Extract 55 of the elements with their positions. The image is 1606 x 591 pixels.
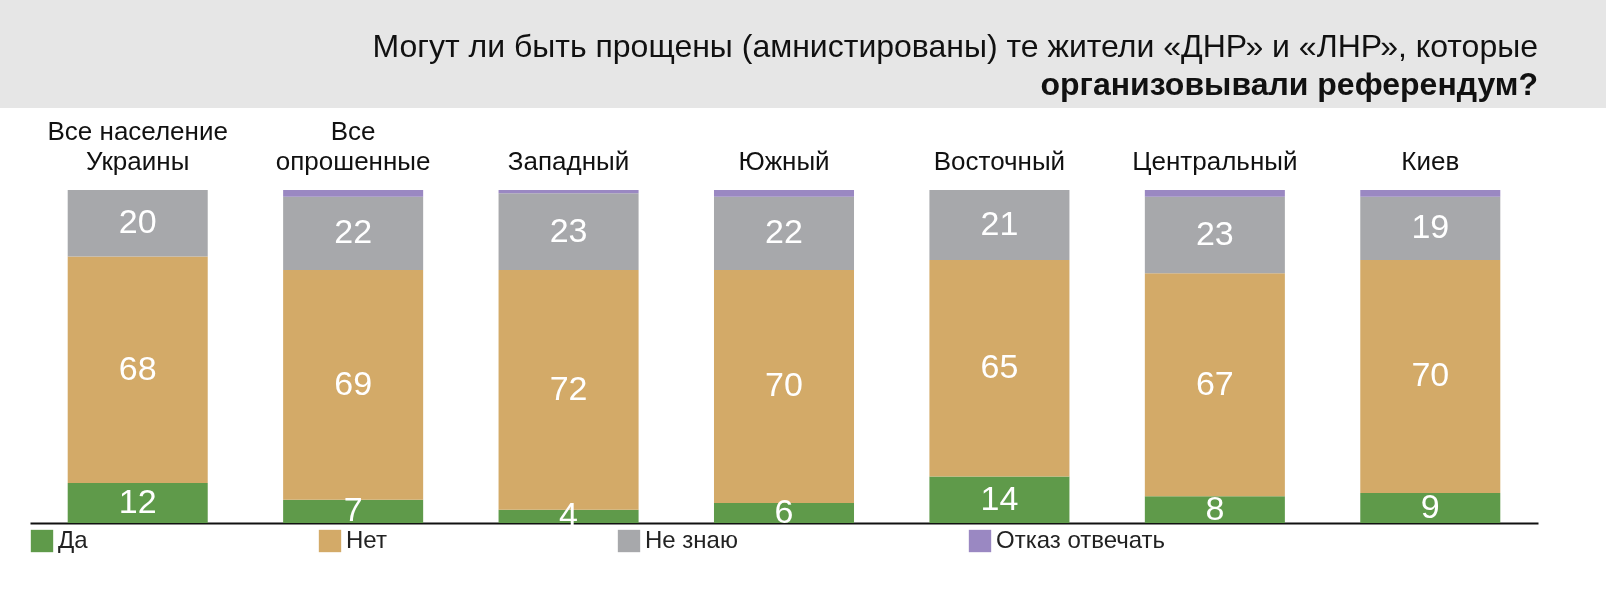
data-label: 69 xyxy=(334,363,373,402)
data-label: 7 xyxy=(343,490,363,529)
data-label: 22 xyxy=(765,212,803,251)
bar xyxy=(283,499,424,523)
data-label: 68 xyxy=(118,348,157,387)
x-tick-label: Западный xyxy=(507,145,630,176)
bar xyxy=(283,190,424,197)
x-tick-label: Восточный xyxy=(933,145,1066,176)
legend-label: Отказ отвечать xyxy=(996,526,1166,553)
data-label: 23 xyxy=(1195,213,1234,252)
bar xyxy=(283,269,424,500)
bar xyxy=(67,256,208,484)
bar xyxy=(1360,196,1501,260)
bar xyxy=(498,190,639,194)
data-label: 9 xyxy=(1420,487,1440,526)
x-tick-label: Киев xyxy=(1401,145,1460,176)
data-label: 65 xyxy=(980,347,1019,386)
data-label: 22 xyxy=(334,212,373,251)
data-label: 12 xyxy=(118,482,157,521)
bar xyxy=(67,190,208,257)
x-tick-label: Южный xyxy=(738,145,830,176)
data-label: 14 xyxy=(980,478,1019,517)
x-tick-label: Все население Украины xyxy=(47,115,228,176)
bar xyxy=(929,476,1070,523)
chart-subtitle: организовывали референдум? xyxy=(1040,66,1538,102)
data-label: 19 xyxy=(1411,207,1450,246)
data-label: 67 xyxy=(1195,363,1234,402)
bar xyxy=(283,196,424,270)
data-label: 70 xyxy=(1411,355,1450,394)
bar xyxy=(929,190,1070,260)
bar xyxy=(713,196,855,270)
bar xyxy=(1144,496,1285,523)
data-label: 21 xyxy=(980,203,1019,242)
bar xyxy=(498,193,639,270)
bar xyxy=(929,259,1070,477)
bar xyxy=(1360,190,1501,197)
legend-label: Не знаю xyxy=(645,526,738,553)
chart-title: Могут ли быть прощены (амнистированы) те жители «ДНР» и «ЛНР», которые xyxy=(372,28,1538,64)
data-label: 8 xyxy=(1205,488,1225,527)
bar xyxy=(1360,493,1501,523)
bar xyxy=(1144,190,1285,197)
bar xyxy=(1360,259,1501,494)
data-label: 72 xyxy=(549,368,588,407)
bar xyxy=(67,483,208,523)
data-label: 6 xyxy=(774,492,794,531)
data-label: 23 xyxy=(549,210,588,249)
bar xyxy=(1144,273,1285,497)
x-tick-label: Центральный xyxy=(1132,145,1298,176)
bar xyxy=(713,190,855,197)
data-label: 20 xyxy=(118,202,157,241)
data-label: 70 xyxy=(765,365,803,404)
bar xyxy=(1144,196,1285,274)
legend-label: Нет xyxy=(346,526,387,553)
legend-label: Да xyxy=(58,526,89,553)
x-tick-label: Все опрошенные xyxy=(275,115,431,176)
